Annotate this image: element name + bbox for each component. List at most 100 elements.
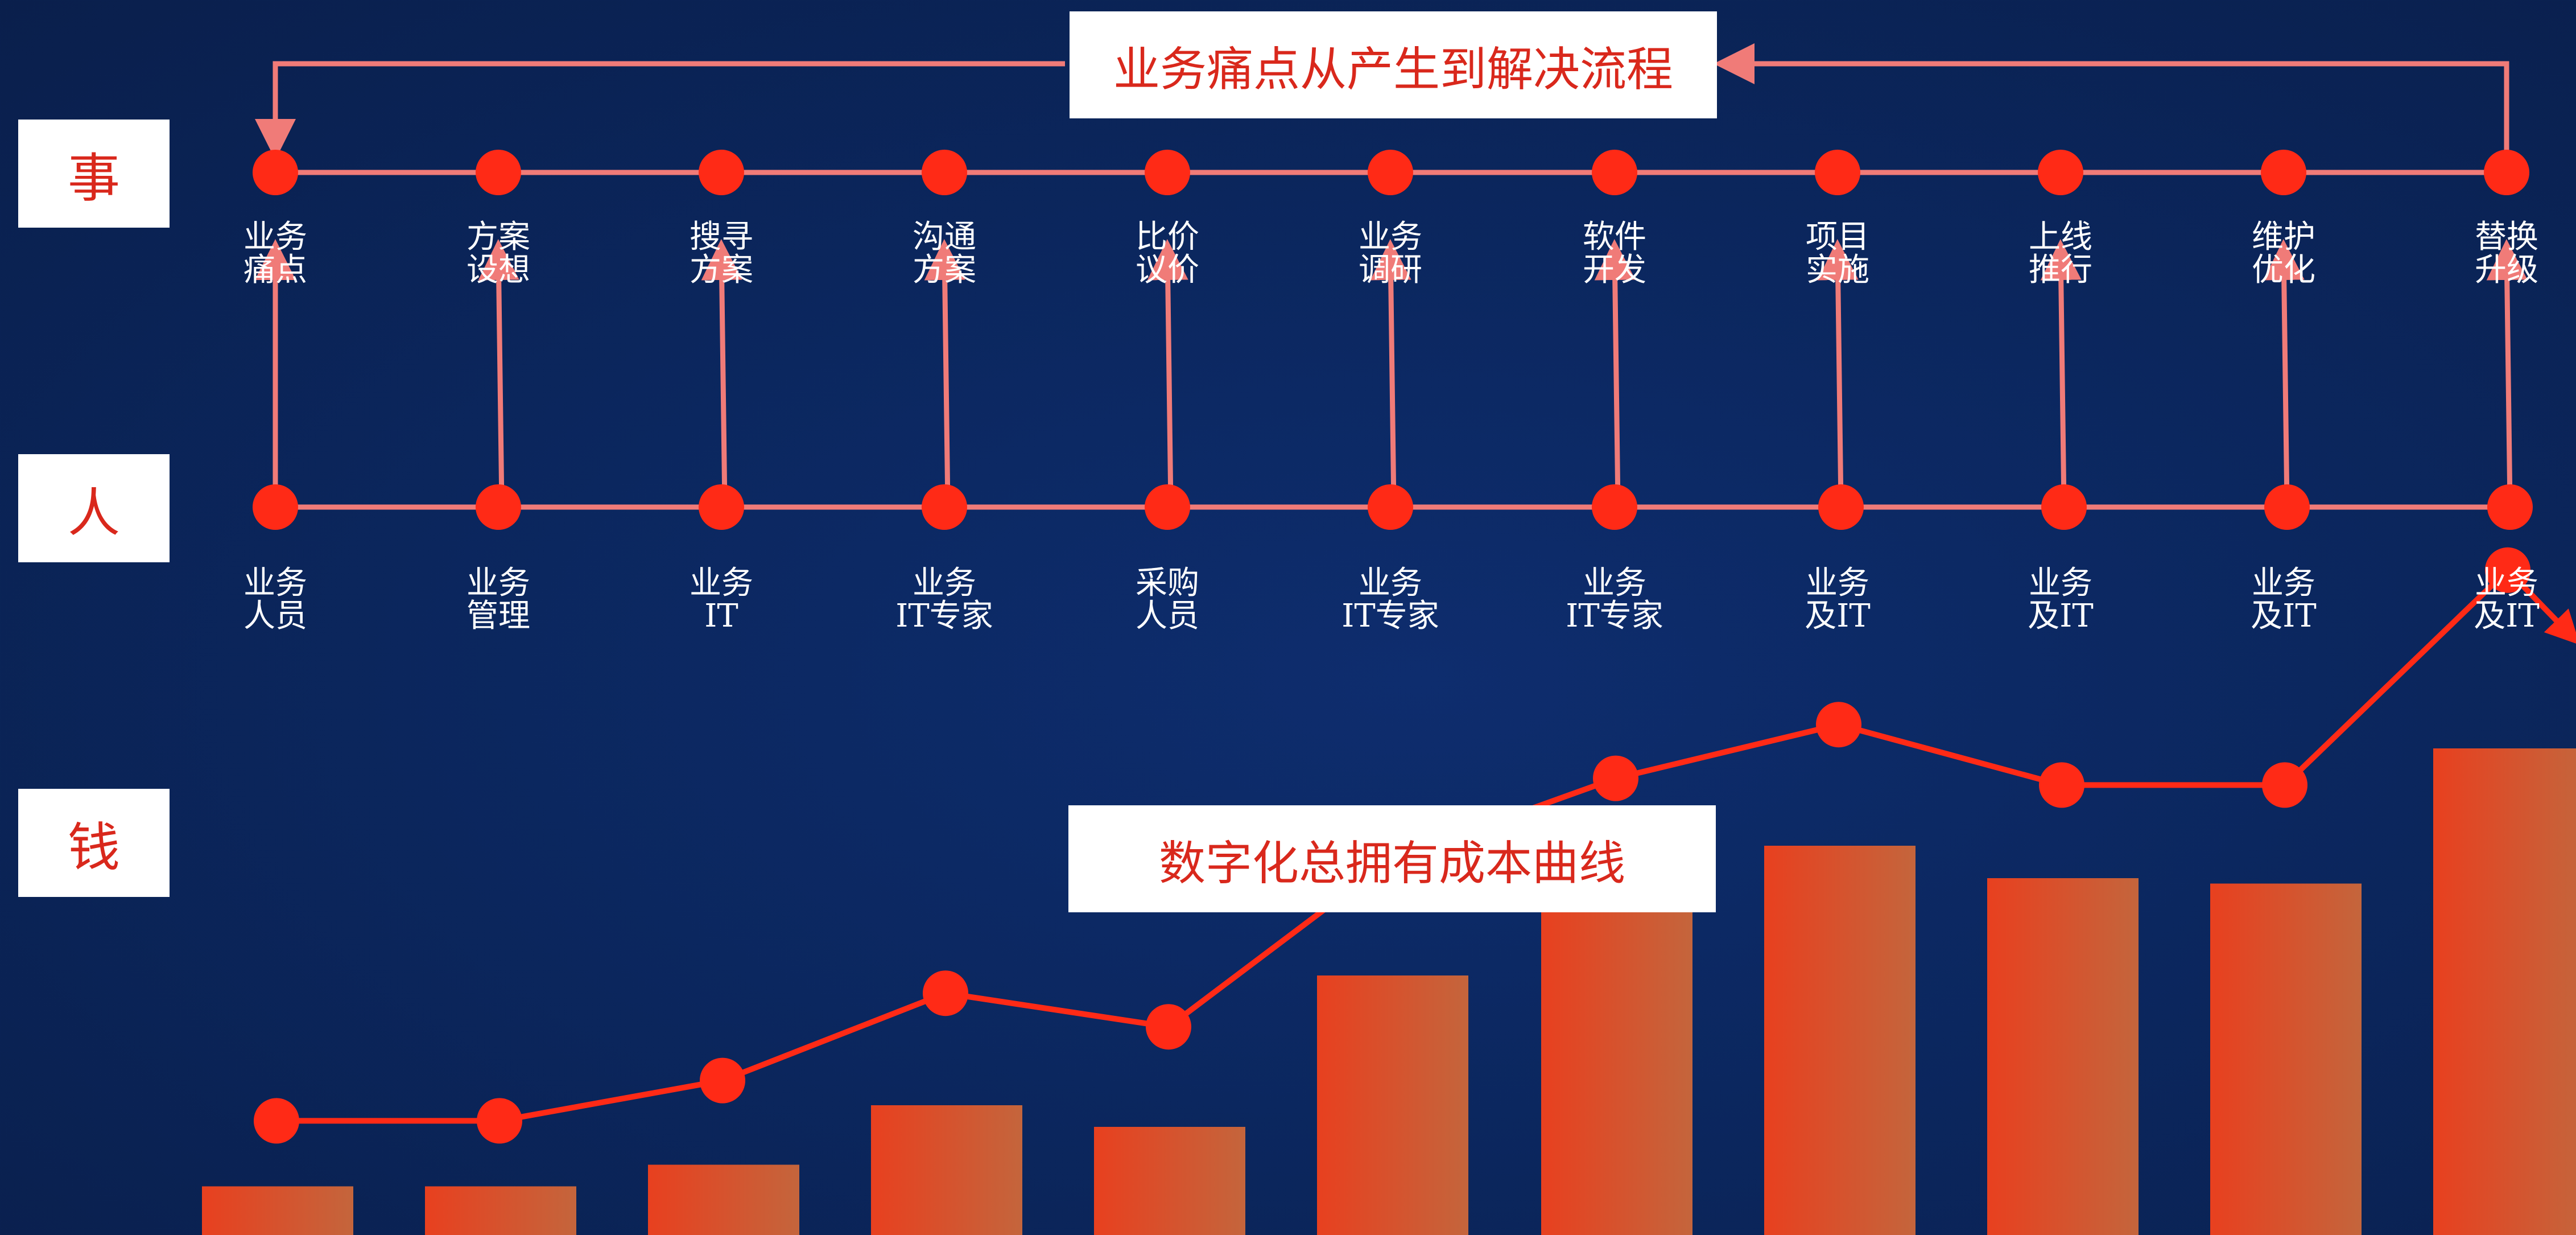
event-node — [476, 150, 521, 195]
flow-nodes — [253, 150, 2533, 530]
cost-bar — [1987, 878, 2139, 1235]
people-role-label: 业务 IT专家 — [859, 567, 1030, 633]
people-role-label-line2: 人员 — [243, 598, 307, 635]
cost-bar — [2433, 748, 2576, 1235]
people-role-label-line2: 人员 — [1136, 598, 1199, 635]
event-step-label-line2: 升级 — [2475, 252, 2538, 289]
people-node — [1368, 484, 1413, 530]
people-role-label: 业务 及IT — [2421, 567, 2576, 633]
people-node — [476, 484, 521, 530]
event-step-label: 业务 痛点 — [190, 221, 361, 287]
event-node — [922, 150, 967, 195]
event-node — [1592, 150, 1637, 195]
event-step-label: 项目 实施 — [1752, 221, 1923, 287]
event-node — [253, 150, 298, 195]
event-node — [2261, 150, 2306, 195]
people-role-label-line2: IT专家 — [1341, 598, 1439, 635]
people-role-label-line1: 业务 — [2252, 565, 2315, 602]
cost-point — [1146, 1004, 1191, 1050]
event-step-label-line1: 项目 — [1806, 219, 1869, 256]
people-node — [699, 484, 744, 530]
event-step-label-line1: 上线 — [2029, 219, 2092, 256]
event-step-label: 维护 优化 — [2198, 221, 2369, 287]
people-role-label: 业务 及IT — [2198, 567, 2369, 633]
event-step-label-line1: 业务 — [243, 219, 307, 256]
event-node — [2038, 150, 2083, 195]
role-to-step-arrow — [2040, 239, 2082, 505]
cost-bar — [1094, 1127, 1245, 1235]
event-step-label-line2: 开发 — [1583, 252, 1646, 289]
event-step-label-line1: 软件 — [1583, 219, 1646, 256]
event-step-label: 比价 议价 — [1082, 221, 1253, 287]
people-role-label: 业务 人员 — [190, 567, 361, 633]
event-step-label-line1: 比价 — [1136, 219, 1199, 256]
cost-point — [923, 970, 968, 1016]
event-step-label: 方案 设想 — [413, 221, 584, 287]
cost-bar — [871, 1105, 1022, 1235]
people-role-label-line2: 及IT — [2028, 598, 2094, 635]
people-role-label: 业务 IT — [636, 567, 807, 633]
event-node — [1368, 150, 1413, 195]
event-step-label-line2: 方案 — [913, 252, 976, 289]
event-step-label-line2: 推行 — [2029, 252, 2092, 289]
people-role-label-line2: 及IT — [2251, 598, 2317, 635]
event-step-label-line2: 方案 — [690, 252, 753, 289]
event-node — [699, 150, 744, 195]
event-node — [1145, 150, 1190, 195]
event-step-label-line2: 议价 — [1136, 252, 1199, 289]
event-step-label-line1: 业务 — [1359, 219, 1422, 256]
role-to-step-arrow — [478, 239, 519, 505]
cost-bar — [202, 1186, 353, 1235]
event-step-label: 软件 开发 — [1529, 221, 1700, 287]
role-to-step-arrow — [1370, 239, 1411, 505]
event-step-label-line2: 设想 — [467, 252, 530, 289]
row-label-money: 钱 — [18, 789, 170, 897]
people-node — [1818, 484, 1864, 530]
people-role-label-line1: 业务 — [913, 565, 976, 602]
event-step-label-line2: 痛点 — [243, 252, 307, 289]
event-step-label-line1: 维护 — [2252, 219, 2315, 256]
cost-curve-title: 数字化总拥有成本曲线 — [1068, 805, 1716, 912]
people-role-label-line1: 业务 — [1583, 565, 1646, 602]
cost-point — [1816, 702, 1861, 748]
process-title: 业务痛点从产生到解决流程 — [1070, 11, 1717, 118]
cost-point — [2262, 762, 2307, 808]
cost-point — [2039, 762, 2084, 808]
cost-bar — [2210, 883, 2362, 1235]
cost-point — [254, 1098, 299, 1144]
people-node — [2487, 484, 2533, 530]
event-step-label-line2: 实施 — [1806, 252, 1869, 289]
people-role-label-line1: 业务 — [1806, 565, 1869, 602]
people-role-label: 业务 管理 — [413, 567, 584, 633]
people-role-label-line1: 业务 — [243, 565, 307, 602]
event-step-label-line2: 调研 — [1359, 252, 1422, 289]
people-role-label-line2: 管理 — [467, 598, 530, 635]
event-step-label-line1: 沟通 — [913, 219, 976, 256]
event-step-label: 上线 推行 — [1975, 221, 2146, 287]
people-node — [253, 484, 298, 530]
people-node — [2264, 484, 2310, 530]
event-step-label-line1: 搜寻 — [690, 219, 753, 256]
people-role-label: 业务 及IT — [1975, 567, 2146, 633]
people-node — [1592, 484, 1637, 530]
people-role-label-line2: IT专家 — [895, 598, 993, 635]
people-role-label-line1: 采购 — [1136, 565, 1199, 602]
cost-bar — [1541, 911, 1692, 1235]
loop-back-arrow-left — [255, 61, 1065, 160]
role-to-step-arrow — [701, 239, 742, 505]
people-role-label: 业务 IT专家 — [1305, 567, 1476, 633]
people-role-label-line1: 业务 — [690, 565, 753, 602]
event-step-label-line1: 替换 — [2475, 219, 2538, 256]
event-node — [1815, 150, 1860, 195]
people-node — [2041, 484, 2087, 530]
row-label-people: 人 — [18, 454, 170, 562]
people-role-label-line2: IT专家 — [1566, 598, 1663, 635]
row-label-event: 事 — [18, 120, 170, 228]
cost-point — [700, 1057, 745, 1104]
event-node — [2484, 150, 2529, 195]
cost-bar — [1317, 975, 1468, 1235]
event-step-label: 业务 调研 — [1305, 221, 1476, 287]
role-to-step-arrow — [924, 239, 965, 505]
event-step-label-line2: 优化 — [2252, 252, 2315, 289]
